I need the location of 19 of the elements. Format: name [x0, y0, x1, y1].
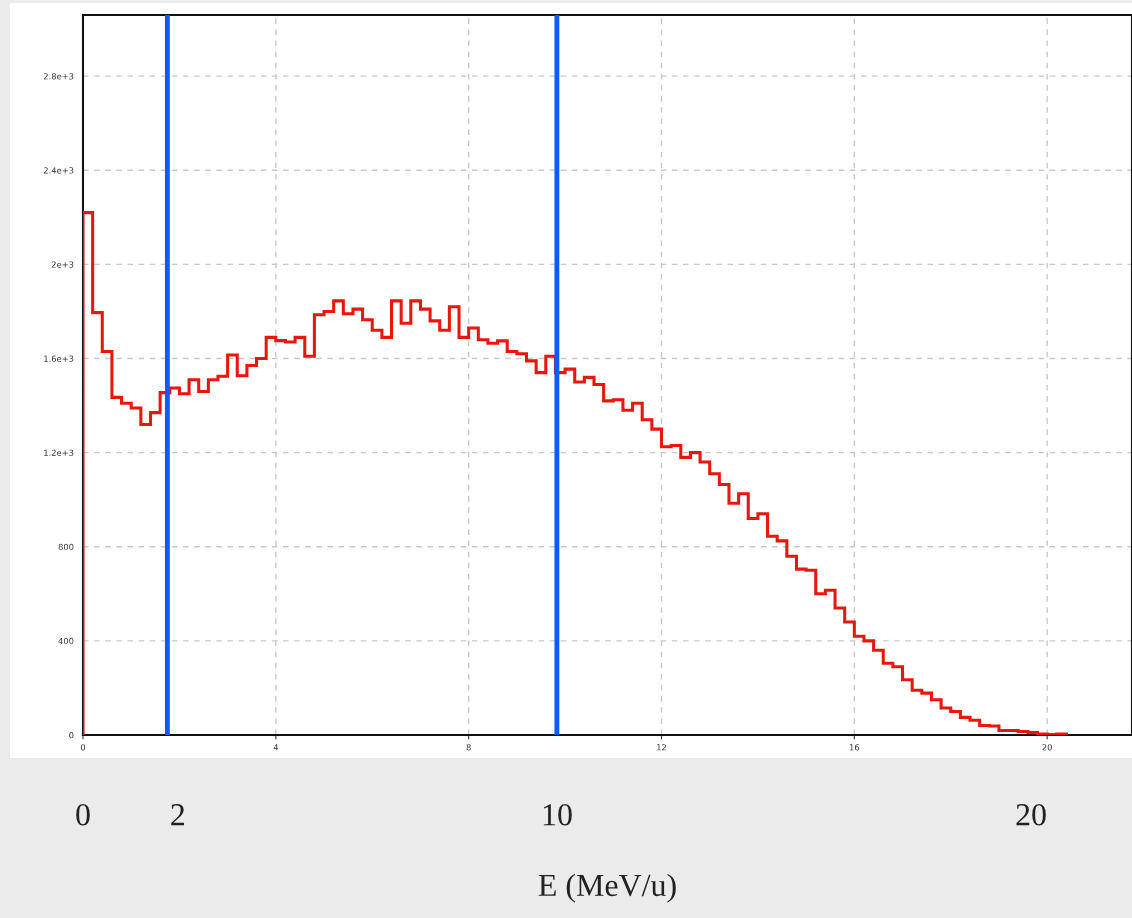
x2-tick-label: 20: [1016, 803, 1046, 826]
x-tick-label: 0: [80, 744, 86, 751]
x-tick-label: 4: [273, 744, 279, 751]
x-tick-label: 12: [657, 744, 666, 751]
x-axis-title: E (MeV/u): [538, 873, 676, 903]
x-tick-label: 20: [1042, 744, 1052, 751]
x2-tick-label: 2: [171, 804, 185, 826]
x-tick-label: 8: [466, 744, 471, 751]
y-tick-label: 800: [58, 543, 74, 551]
y-tick-label: 400: [58, 637, 74, 645]
y-tick-label: 2.4e+3: [43, 167, 74, 174]
y-tick-label: 2.8e+3: [43, 73, 74, 80]
x2-tick-label: 10: [543, 803, 572, 826]
y-tick-label: 0: [69, 731, 74, 739]
x2-tick-label: 0: [76, 803, 90, 826]
y-tick-label: 1.6e+3: [44, 355, 74, 362]
x-tick-label: 16: [849, 744, 860, 751]
y-tick-label: 1.2e+3: [44, 449, 74, 456]
y-tick-label: 2e+3: [51, 261, 74, 268]
